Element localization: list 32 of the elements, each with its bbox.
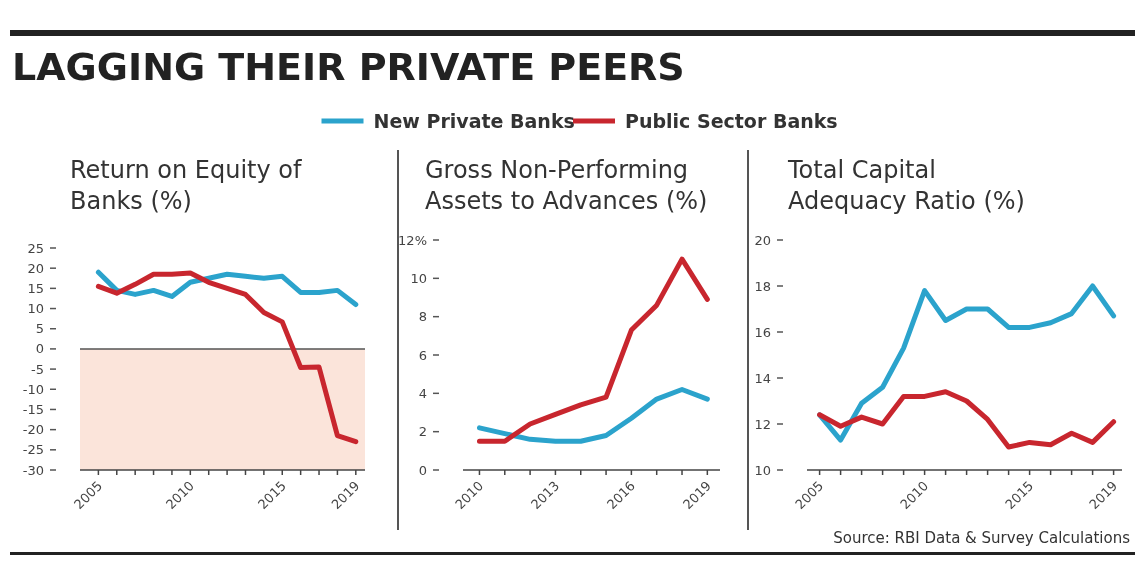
legend-label: Public Sector Banks: [625, 109, 838, 132]
y-tick-label: 18: [754, 278, 771, 294]
y-tick-label: -25: [22, 442, 44, 458]
chart-title: Return on Equity of Banks (%): [70, 156, 302, 215]
y-tick-label: 14: [754, 370, 771, 386]
y-tick-label: 16: [754, 324, 771, 340]
y-tick-label: 12%: [398, 232, 427, 248]
y-tick-label: 6: [418, 347, 427, 363]
y-tick-label: 0: [418, 462, 427, 478]
y-tick-label: 10: [27, 301, 44, 317]
y-tick-label: -20: [22, 422, 44, 438]
source-note: Source: RBI Data & Survey Calculations: [833, 529, 1131, 547]
y-tick-label: -5: [31, 361, 44, 377]
y-tick-label: 8: [418, 309, 427, 325]
text: LAGGING THEIR PRIVATE PEERS: [12, 45, 685, 89]
y-tick-label: 5: [35, 321, 44, 337]
y-tick-label: -10: [22, 381, 44, 397]
y-tick-label: 0: [35, 341, 44, 357]
y-tick-label: 20: [754, 232, 771, 248]
y-tick-label: 25: [27, 240, 44, 256]
y-tick-label: -30: [22, 462, 44, 478]
y-tick-label: 10: [754, 462, 771, 478]
y-tick-label: 12: [754, 416, 771, 432]
chart-title: Total Capital Adequacy Ratio (%): [787, 156, 1025, 215]
legend-label: New Private Banks: [373, 109, 575, 132]
y-tick-label: 10: [410, 270, 427, 286]
chart-title: Gross Non-Performing Assets to Advances (%): [425, 156, 708, 215]
y-tick-label: 4: [418, 385, 427, 401]
y-tick-label: 15: [27, 280, 44, 296]
y-tick-label: 20: [27, 260, 44, 276]
y-tick-label: 2: [418, 424, 427, 440]
y-tick-label: -15: [22, 402, 44, 417]
